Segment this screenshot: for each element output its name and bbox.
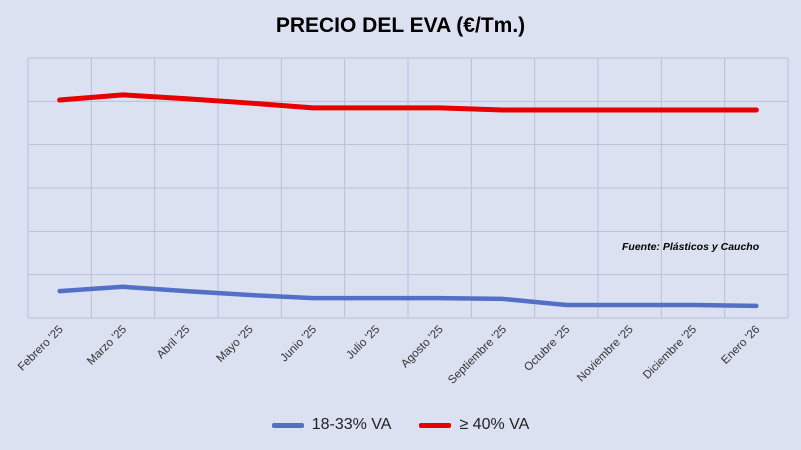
x-tick-label: Septiembre '25 [446, 324, 509, 387]
legend-item: 18-33% VA [271, 416, 392, 434]
x-tick-label: Enero '26 [719, 324, 762, 367]
x-tick-label: Agosto '25 [399, 324, 446, 371]
legend-label: ≥ 40% VA [459, 416, 530, 433]
x-tick-label: Mayo '25 [215, 324, 256, 365]
legend-swatch [271, 422, 304, 428]
legend: 18-33% VA ≥ 40% VA [0, 416, 801, 434]
x-tick-label: Octubre '25 [522, 324, 572, 374]
x-tick-label: Diciembre '25 [641, 324, 699, 382]
series-line [57, 92, 759, 113]
source-note: Fuente: Plásticos y Caucho [622, 241, 760, 253]
x-tick-label: Febrero '25 [16, 324, 66, 374]
series-line [57, 284, 759, 309]
legend-label: 18-33% VA [311, 416, 392, 433]
x-tick-label: Marzo '25 [85, 324, 129, 368]
x-tick-label: Abril '25 [155, 324, 193, 362]
x-tick-label: Julio '25 [344, 324, 382, 362]
legend-swatch [419, 422, 452, 428]
chart-title: PRECIO DEL EVA (€/Tm.) [275, 14, 526, 37]
x-tick-label: Noviembre '25 [575, 324, 636, 385]
legend-item: ≥ 40% VA [419, 416, 529, 434]
x-tick-label: Junio '25 [278, 324, 319, 365]
